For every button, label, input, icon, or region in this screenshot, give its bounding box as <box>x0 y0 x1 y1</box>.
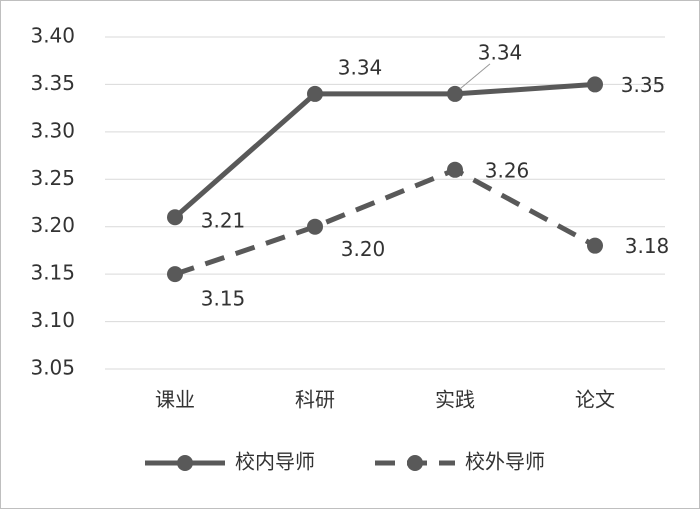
data-label: 3.18 <box>625 234 670 258</box>
marker <box>307 218 323 235</box>
y-tick-label: 3.20 <box>30 213 75 237</box>
data-label: 3.35 <box>621 73 666 97</box>
marker <box>447 85 463 102</box>
data-label: 3.21 <box>201 209 246 233</box>
legend-label: 校外导师 <box>465 450 545 474</box>
legend-label: 校内导师 <box>235 450 315 474</box>
marker <box>587 237 603 254</box>
y-tick-label: 3.30 <box>30 118 75 142</box>
y-tick-label: 3.05 <box>30 356 75 380</box>
y-tick-label: 3.35 <box>30 71 75 95</box>
x-tick-label: 科研 <box>295 388 335 412</box>
marker <box>447 161 463 178</box>
x-tick-label: 实践 <box>435 388 475 412</box>
marker <box>167 209 183 226</box>
marker <box>587 76 603 93</box>
y-tick-label: 3.25 <box>30 166 75 190</box>
legend-marker <box>407 455 423 471</box>
series-line <box>173 81 596 220</box>
data-label: 3.26 <box>485 158 530 182</box>
data-label: 3.20 <box>341 237 386 261</box>
series-line <box>174 167 597 277</box>
data-label: 3.34 <box>338 55 383 79</box>
data-label: 3.15 <box>201 287 246 311</box>
legend-marker <box>177 455 193 471</box>
x-tick-label: 课业 <box>155 388 195 412</box>
x-tick-label: 论文 <box>575 388 615 412</box>
leader-line <box>459 63 491 90</box>
y-tick-label: 3.15 <box>30 261 75 285</box>
marker <box>167 266 183 283</box>
marker <box>307 85 323 102</box>
y-tick-label: 3.40 <box>30 24 75 48</box>
data-label: 3.34 <box>478 40 523 64</box>
y-tick-label: 3.10 <box>30 308 75 332</box>
